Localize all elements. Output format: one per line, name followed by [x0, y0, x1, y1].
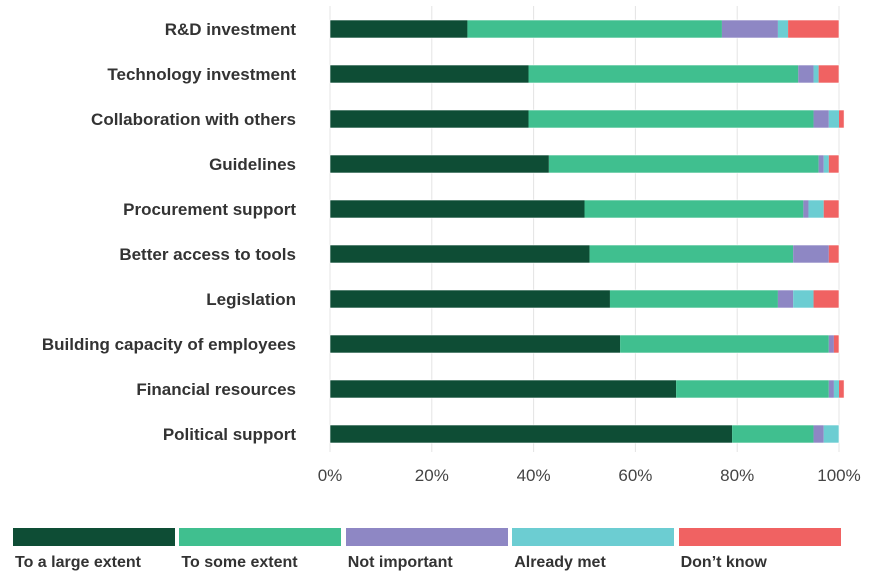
bar-to-some-extent: [467, 20, 722, 38]
legend: To a large extent To some extent Not impor…: [13, 528, 841, 577]
bar-outline: [329, 154, 840, 174]
bar-outline: [329, 289, 840, 309]
x-axis-ticks: 0% 20% 40% 60% 80% 100%: [318, 466, 861, 485]
bar-don-t-know: [818, 65, 839, 83]
bar-outline: [329, 424, 840, 444]
bar-to-a-large-extent: [330, 245, 590, 263]
bar-not-important: [721, 20, 778, 38]
bar-already-met: [813, 65, 819, 83]
category-label: Technology investment: [107, 65, 296, 84]
bar-outline: [329, 379, 845, 399]
legend-label: Don’t know: [680, 554, 767, 571]
bar-to-some-extent: [609, 290, 778, 308]
bar-to-a-large-extent: [330, 65, 529, 83]
bar-to-some-extent: [584, 200, 804, 218]
category-label: Better access to tools: [119, 245, 296, 264]
bar-to-a-large-extent: [330, 425, 733, 443]
legend-swatch: [345, 528, 508, 546]
x-tick-label: 20%: [415, 466, 449, 485]
bar-don-t-know: [833, 335, 839, 353]
bar-not-important: [813, 425, 824, 443]
bar-not-important: [793, 245, 829, 263]
bar-don-t-know: [823, 200, 839, 218]
bar-to-some-extent: [528, 65, 799, 83]
bar-don-t-know: [828, 245, 839, 263]
bar-already-met: [808, 200, 824, 218]
legend-swatch: [678, 528, 841, 546]
bar-don-t-know: [828, 155, 839, 173]
bar-already-met: [777, 20, 789, 38]
legend-swatch: [13, 528, 175, 546]
bar-outline: [329, 334, 840, 354]
legend-swatch: [179, 528, 342, 546]
category-labels: R&D investment Technology investment Colla…: [42, 20, 296, 444]
bar-outline: [329, 109, 845, 129]
legend-label: To some extent: [181, 554, 298, 571]
bar-to-a-large-extent: [330, 200, 585, 218]
bar-not-important: [828, 335, 834, 353]
category-label: Political support: [163, 425, 297, 444]
legend-item-not-important: Not important: [345, 528, 508, 577]
legend-label: Already met: [514, 554, 606, 571]
bar-already-met: [823, 425, 839, 443]
bar-to-a-large-extent: [330, 20, 468, 38]
legend-item-to-some-extent: To some extent: [179, 528, 342, 577]
category-label: Financial resources: [136, 380, 296, 399]
x-tick-label: 60%: [618, 466, 652, 485]
bar-to-a-large-extent: [330, 110, 529, 128]
bar-outline: [329, 64, 840, 84]
bar-already-met: [793, 290, 814, 308]
category-label: Procurement support: [123, 200, 296, 219]
bar-not-important: [803, 200, 809, 218]
bar-don-t-know: [839, 110, 845, 128]
x-tick-label: 40%: [517, 466, 551, 485]
x-tick-label: 80%: [720, 466, 754, 485]
bar-not-important: [798, 65, 814, 83]
category-label: Collaboration with others: [91, 110, 296, 129]
bar-to-some-extent: [620, 335, 829, 353]
x-tick-label: 0%: [318, 466, 343, 485]
legend-item-already-met: Already met: [512, 528, 675, 577]
legend-swatch: [512, 528, 675, 546]
bar-already-met: [823, 155, 829, 173]
bar-not-important: [813, 110, 829, 128]
bar-already-met: [828, 110, 839, 128]
bar-to-a-large-extent: [330, 155, 549, 173]
category-label: Guidelines: [209, 155, 296, 174]
stacked-bar-chart: R&D investment Technology investment Colla…: [42, 6, 861, 485]
bar-to-some-extent: [589, 245, 794, 263]
legend-item-don-t-know: Don’t know: [678, 528, 841, 577]
bar-already-met: [833, 380, 839, 398]
bar-to-some-extent: [548, 155, 819, 173]
bar-don-t-know: [813, 290, 839, 308]
bar-to-some-extent: [676, 380, 829, 398]
legend-label: Not important: [347, 554, 453, 571]
bar-not-important: [818, 155, 824, 173]
bar-not-important: [777, 290, 794, 308]
legend-item-to-a-large-extent: To a large extent: [13, 528, 175, 577]
bar-outline: [329, 199, 840, 219]
legend-label: To a large extent: [15, 554, 141, 571]
bar-to-a-large-extent: [330, 335, 621, 353]
bar-to-some-extent: [732, 425, 814, 443]
bar-outline: [329, 19, 840, 39]
bar-not-important: [828, 380, 834, 398]
bar-don-t-know: [839, 380, 845, 398]
bar-to-a-large-extent: [330, 290, 610, 308]
category-label: R&D investment: [165, 20, 297, 39]
x-tick-label: 100%: [817, 466, 860, 485]
category-label: Legislation: [206, 290, 296, 309]
category-label: Building capacity of employees: [42, 335, 296, 354]
bar-series: [329, 19, 845, 444]
bar-to-some-extent: [528, 110, 814, 128]
bar-outline: [329, 244, 840, 264]
bar-don-t-know: [788, 20, 839, 38]
bar-to-a-large-extent: [330, 380, 677, 398]
